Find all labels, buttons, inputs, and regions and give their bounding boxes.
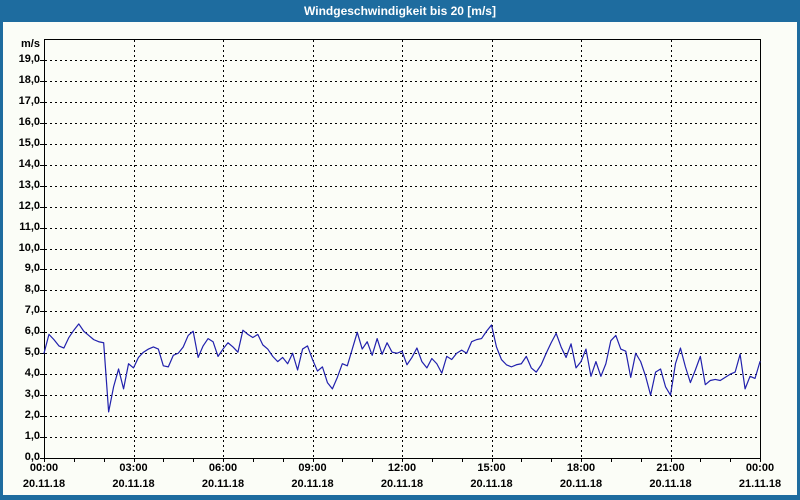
x-tick-date-label: 20.11.18: [559, 478, 603, 490]
y-tick-label: 2,0: [24, 409, 40, 422]
axis-ticks: [40, 60, 761, 462]
x-tick-time-label: 03:00: [119, 462, 148, 474]
x-tick-time-label: 18:00: [566, 462, 596, 474]
y-tick-label: 3,0: [24, 388, 40, 401]
x-tick-date-label: 20.11.18: [22, 478, 66, 490]
y-tick-label: 4,0: [24, 367, 40, 380]
y-tick-label: 6,0: [24, 325, 40, 338]
y-tick-label: 17,0: [18, 94, 40, 107]
x-tick-time-label: 00:00: [745, 462, 775, 474]
window-title: Windgeschwindigkeit bis 20 [m/s]: [304, 4, 496, 18]
y-tick-label: 11,0: [19, 220, 40, 233]
y-tick-label: 12,0: [18, 199, 40, 212]
x-tick-date-label: 20.11.18: [470, 478, 513, 490]
y-tick-label: 5,0: [24, 346, 40, 359]
y-tick-label: 16,0: [18, 115, 40, 128]
x-tick-date-label: 21.11.18: [738, 478, 782, 490]
x-tick-date-label: 20.11.18: [380, 478, 424, 490]
y-tick-label: 18,0: [18, 73, 40, 86]
x-tick-time-label: 09:00: [298, 462, 327, 474]
x-tick-time-label: 06:00: [208, 462, 238, 474]
x-tick-date-label: 20.11.18: [201, 478, 245, 490]
wind-speed-line: [43, 323, 761, 413]
y-axis-unit-label: m/s: [21, 38, 40, 50]
gridlines: [45, 40, 760, 457]
plot-border: [44, 39, 761, 459]
x-tick-date-label: 20.11.18: [112, 478, 155, 490]
y-tick-label: 14,0: [18, 157, 40, 170]
y-tick-label: 19,0: [18, 52, 40, 65]
window-title-bar: Windgeschwindigkeit bis 20 [m/s]: [3, 0, 797, 22]
x-tick-time-label: 21:00: [656, 462, 685, 474]
y-tick-label: 7,0: [24, 304, 40, 317]
y-tick-label: 15,0: [18, 136, 40, 149]
y-tick-label: 0,0: [24, 451, 40, 463]
x-tick-time-label: 15:00: [477, 462, 506, 474]
x-tick-time-label: 12:00: [387, 462, 417, 474]
y-tick-label: 13,0: [18, 178, 40, 191]
x-tick-time-label: 00:00: [29, 462, 59, 474]
x-tick-date-label: 20.11.18: [291, 478, 334, 490]
y-tick-label: 8,0: [24, 283, 40, 296]
y-tick-label: 10,0: [18, 241, 40, 254]
y-tick-label: 9,0: [24, 262, 40, 275]
x-tick-date-label: 20.11.18: [649, 478, 692, 490]
y-tick-label: 1,0: [24, 430, 40, 443]
